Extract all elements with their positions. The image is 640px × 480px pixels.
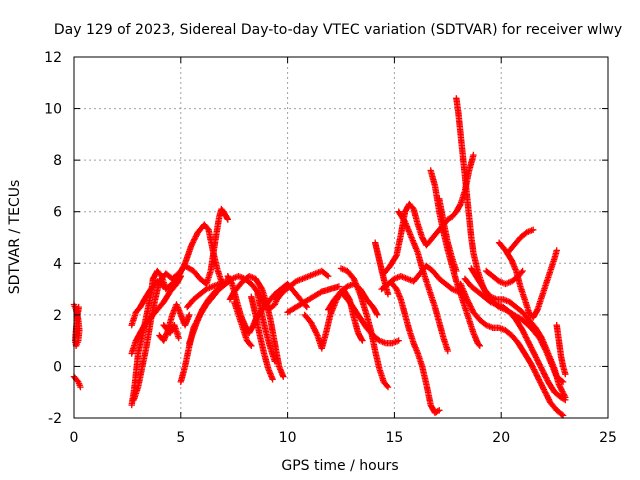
series-arc-19 bbox=[273, 267, 332, 303]
marker-path bbox=[453, 95, 567, 386]
series-arc-08 bbox=[160, 322, 182, 342]
marker-path bbox=[70, 301, 83, 349]
y-tick-label: 12 bbox=[44, 50, 62, 66]
tick-marks bbox=[73, 56, 609, 419]
marker-path bbox=[273, 267, 332, 303]
marker-path bbox=[231, 298, 255, 349]
x-tick-label: 15 bbox=[385, 430, 403, 446]
grid bbox=[74, 57, 608, 418]
series-arc-05 bbox=[128, 278, 167, 329]
series-arc-37 bbox=[495, 239, 560, 321]
series-arc-31 bbox=[436, 195, 460, 275]
marker-path bbox=[553, 322, 569, 378]
x-tick-label: 20 bbox=[492, 430, 510, 446]
series-arc-35 bbox=[468, 265, 569, 401]
series-arc-34 bbox=[461, 275, 569, 404]
series-arc-39 bbox=[553, 322, 569, 378]
marker-path bbox=[457, 280, 567, 419]
series-arc-38 bbox=[504, 226, 537, 257]
y-tick-label: 0 bbox=[53, 359, 62, 375]
x-tick-label: 0 bbox=[70, 430, 79, 446]
y-axis-label: SDTVAR / TECUs bbox=[7, 180, 23, 295]
series-arc-13 bbox=[231, 298, 255, 349]
marker-path bbox=[301, 285, 366, 352]
marker-path bbox=[395, 208, 451, 355]
x-axis-label: GPS time / hours bbox=[281, 458, 398, 474]
x-tick-label: 25 bbox=[599, 430, 617, 446]
series-arc-20 bbox=[284, 283, 343, 316]
plot-frame bbox=[73, 56, 609, 419]
x-tick-label: 5 bbox=[176, 430, 185, 446]
y-tick-label: -2 bbox=[48, 411, 62, 427]
marker-path bbox=[284, 283, 343, 316]
marker-path bbox=[504, 226, 537, 257]
y-tick-label: 10 bbox=[44, 102, 62, 118]
marker-path bbox=[337, 288, 402, 347]
x-tick-label: 10 bbox=[279, 430, 297, 446]
series-arc-32 bbox=[453, 95, 567, 386]
y-tick-label: 4 bbox=[53, 256, 62, 272]
series-arc-02 bbox=[70, 373, 84, 391]
series-arc-21 bbox=[301, 285, 366, 352]
marker-path bbox=[70, 373, 84, 391]
marker-path bbox=[160, 322, 182, 342]
marker-path bbox=[128, 278, 167, 329]
marker-path bbox=[461, 275, 569, 404]
x-tick-labels: 0 5 10 15 20 25 bbox=[70, 430, 617, 446]
marker-path bbox=[468, 265, 569, 401]
chart-title: Day 129 of 2023, Sidereal Day-to-day VTE… bbox=[54, 22, 622, 38]
marker-path bbox=[436, 195, 460, 275]
y-tick-labels: -2 0 2 4 6 8 10 12 bbox=[44, 50, 62, 427]
series-arc-01 bbox=[70, 301, 83, 349]
series-arc-24 bbox=[337, 288, 402, 347]
series-arc-29 bbox=[395, 208, 451, 355]
marker-path bbox=[128, 273, 184, 357]
series-arc-28 bbox=[378, 262, 462, 295]
y-tick-label: 6 bbox=[53, 205, 62, 221]
series-arc-11 bbox=[186, 283, 225, 347]
marker-path bbox=[495, 239, 560, 321]
marker-path bbox=[186, 283, 225, 347]
y-tick-label: 8 bbox=[53, 153, 62, 169]
data-points bbox=[70, 95, 569, 419]
series-arc-06 bbox=[128, 273, 184, 357]
marker-path bbox=[378, 262, 462, 295]
y-tick-label: 2 bbox=[53, 308, 62, 324]
series-arc-33 bbox=[457, 280, 567, 419]
